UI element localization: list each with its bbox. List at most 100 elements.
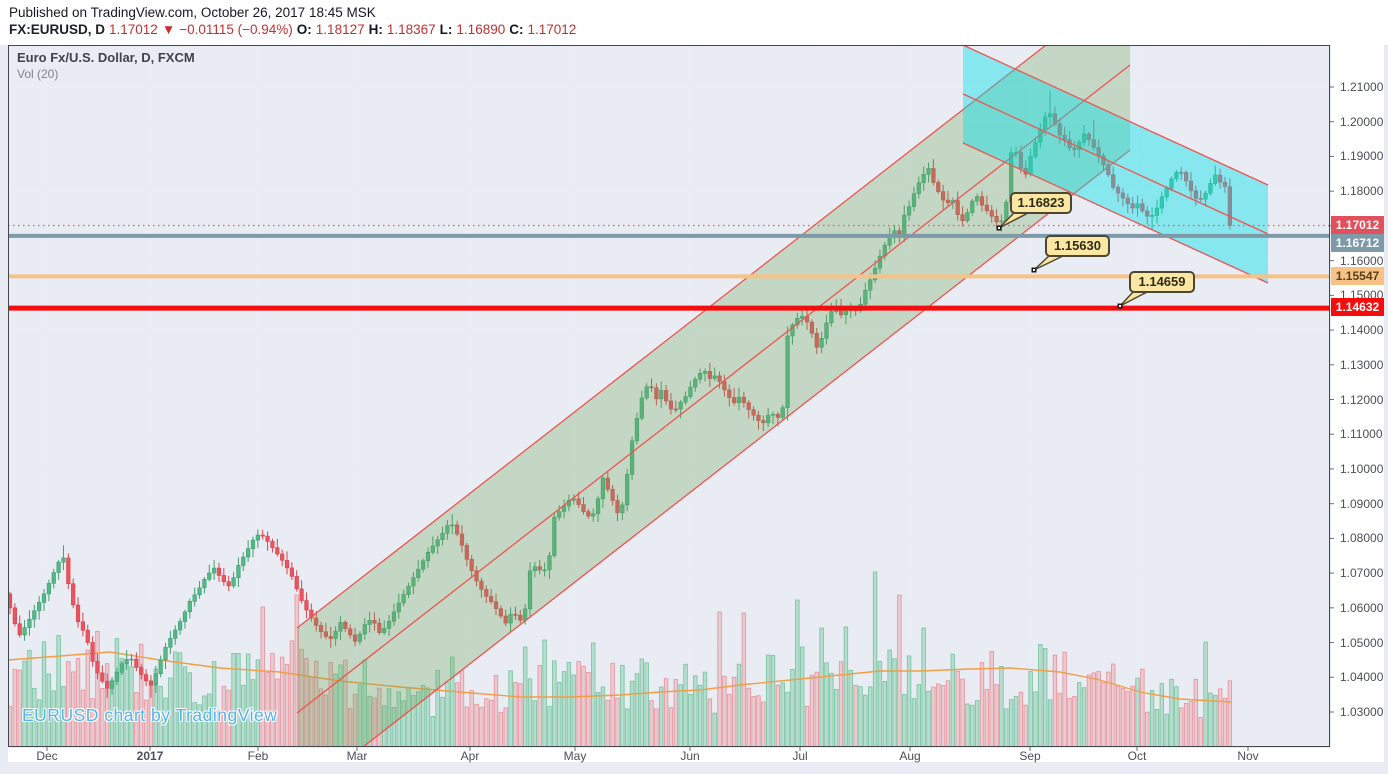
volume-bar bbox=[75, 658, 81, 747]
candle bbox=[945, 199, 951, 204]
x-axis-month-label: Sep bbox=[1019, 749, 1041, 763]
volume-bar bbox=[1018, 691, 1024, 747]
volume-bar bbox=[231, 653, 236, 747]
candle bbox=[595, 498, 601, 515]
volume-bar bbox=[493, 674, 499, 747]
candle bbox=[1018, 152, 1023, 169]
candle bbox=[362, 624, 367, 635]
volume-bar bbox=[940, 684, 946, 747]
volume-bar bbox=[139, 643, 144, 747]
candle bbox=[333, 630, 338, 639]
published-line: Published on TradingView.com, October 26… bbox=[9, 5, 376, 20]
candle bbox=[197, 587, 202, 596]
candle bbox=[591, 513, 596, 517]
x-axis-month-label: Mar bbox=[346, 749, 368, 763]
time-axis[interactable] bbox=[8, 748, 1384, 762]
volume-bar bbox=[911, 698, 917, 747]
candle bbox=[357, 633, 363, 642]
volume-bar bbox=[1183, 702, 1189, 747]
volume-bar bbox=[284, 664, 290, 747]
candle bbox=[109, 680, 115, 689]
y-axis-tick-label: 1.16000 bbox=[1340, 253, 1384, 268]
volume-bar bbox=[639, 658, 644, 747]
candle bbox=[202, 579, 207, 589]
volume-bar bbox=[1008, 699, 1014, 747]
volume-bar bbox=[255, 659, 261, 747]
volume-bar bbox=[780, 682, 785, 747]
volume-bar bbox=[984, 688, 990, 747]
candle bbox=[829, 311, 834, 324]
candle bbox=[192, 594, 197, 602]
candle bbox=[975, 196, 980, 202]
ascending-channel-line bbox=[296, 45, 1047, 629]
candle bbox=[659, 390, 664, 400]
candle bbox=[668, 400, 674, 410]
candle bbox=[377, 622, 382, 633]
candle bbox=[226, 581, 231, 587]
volume-bar bbox=[668, 707, 674, 747]
volume-bar bbox=[547, 706, 552, 747]
price-callout[interactable]: 1.15630 bbox=[1045, 235, 1110, 257]
candle bbox=[450, 524, 455, 527]
volume-bar bbox=[488, 699, 494, 747]
volume-bar bbox=[659, 686, 664, 747]
candle bbox=[41, 593, 47, 603]
volume-bar bbox=[892, 658, 897, 747]
candle bbox=[289, 567, 294, 577]
candles bbox=[8, 90, 1232, 699]
candle bbox=[1086, 133, 1092, 140]
candle bbox=[654, 387, 659, 400]
y-axis-tick-label: 1.10000 bbox=[1340, 461, 1384, 476]
high-label: H: bbox=[368, 22, 383, 37]
volume-bar bbox=[197, 704, 202, 747]
volume-bar bbox=[46, 673, 52, 747]
volume-bar bbox=[751, 696, 756, 747]
volume-bar bbox=[532, 700, 538, 747]
volume-bar bbox=[688, 693, 693, 747]
volume-bar bbox=[829, 672, 834, 747]
tradingview-watermark[interactable]: EURUSD chart by TradingView bbox=[22, 705, 278, 725]
volume-bar bbox=[634, 673, 640, 747]
volume-bar bbox=[1213, 694, 1218, 747]
volume-bar bbox=[1042, 648, 1048, 747]
volume-bar bbox=[926, 690, 931, 747]
candle bbox=[902, 214, 907, 235]
volume-bar bbox=[970, 704, 975, 747]
volume-bar bbox=[61, 686, 66, 747]
price-axis[interactable] bbox=[1331, 45, 1384, 762]
candle bbox=[673, 408, 678, 411]
level-price-axis-badge: 1.15547 bbox=[1331, 267, 1384, 285]
candle bbox=[1213, 174, 1218, 184]
candle bbox=[921, 174, 926, 184]
candle bbox=[994, 216, 999, 223]
volume-bar bbox=[1013, 696, 1019, 747]
candle bbox=[37, 602, 42, 612]
price-callout[interactable]: 1.16823 bbox=[1010, 192, 1072, 214]
candle bbox=[809, 321, 814, 334]
candle bbox=[702, 371, 708, 374]
candle bbox=[280, 553, 285, 561]
volume-bar bbox=[347, 708, 353, 747]
volume-bar bbox=[761, 701, 766, 747]
volume-bar bbox=[649, 700, 654, 747]
candle bbox=[61, 557, 66, 563]
volume-bar bbox=[552, 660, 557, 747]
volume-bar bbox=[469, 690, 474, 747]
candle bbox=[557, 511, 562, 518]
candle bbox=[386, 621, 392, 629]
close-label: C: bbox=[509, 22, 524, 37]
price-callout[interactable]: 1.14659 bbox=[1129, 271, 1195, 293]
candle bbox=[1135, 203, 1140, 209]
candle bbox=[732, 397, 737, 404]
candle bbox=[1062, 134, 1067, 140]
candle bbox=[464, 544, 469, 560]
volume-bar bbox=[51, 690, 56, 747]
volume-bar bbox=[411, 695, 416, 747]
candle bbox=[936, 182, 941, 192]
volume-bar bbox=[318, 688, 324, 747]
volume-bar bbox=[1115, 686, 1121, 747]
volume-bar bbox=[17, 669, 22, 747]
volume-bar bbox=[654, 708, 659, 747]
callout-tail bbox=[1033, 254, 1066, 271]
